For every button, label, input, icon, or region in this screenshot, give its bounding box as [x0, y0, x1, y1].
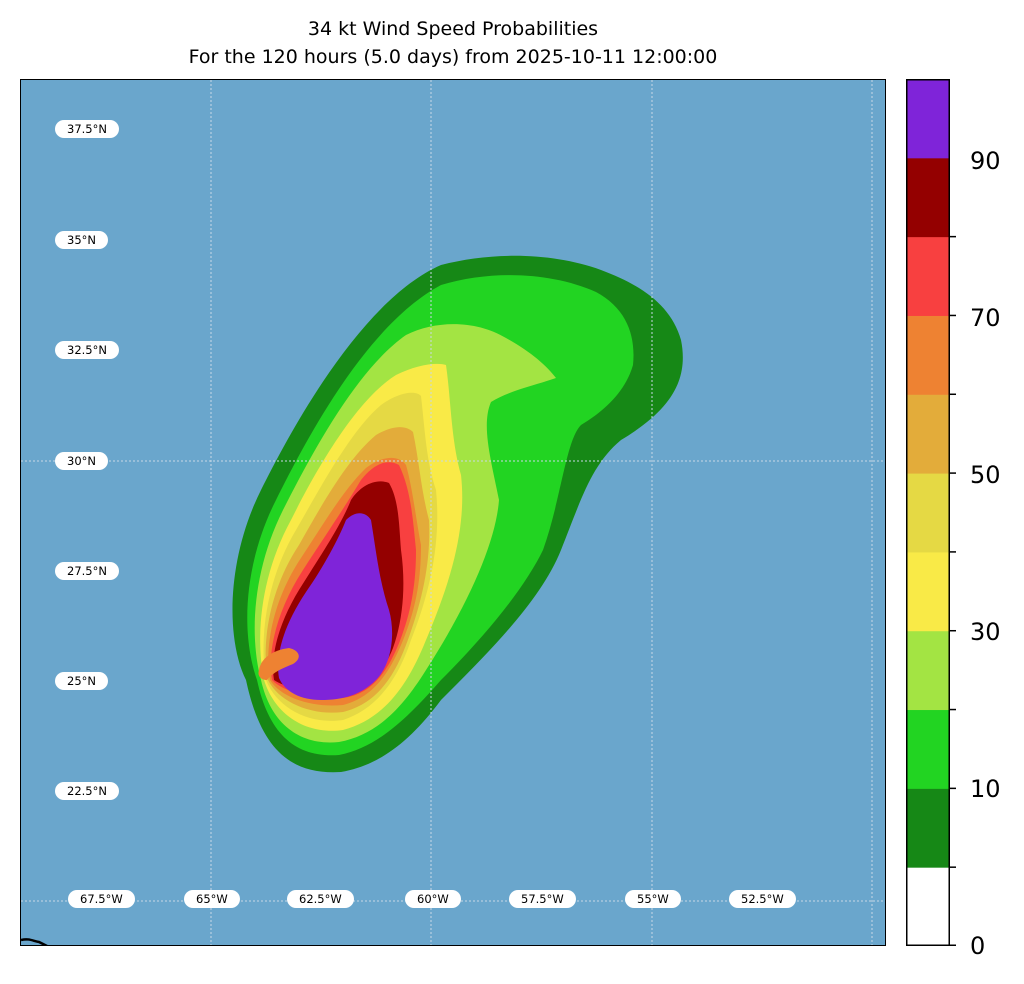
lon-label-60: 60°W: [411, 890, 455, 908]
colorbar-segment-80: [906, 236, 950, 316]
colorbar-canvas: [906, 79, 956, 946]
colorbar-segment-10: [906, 788, 950, 868]
colorbar-segment-70: [906, 315, 950, 395]
chart-title: 34 kt Wind Speed Probabilities: [307, 18, 599, 40]
lon-label-67-5: 67.5°W: [74, 890, 129, 908]
chart-subtitle: For the 120 hours (5.0 days) from 2025-1…: [188, 46, 718, 68]
lat-label-37-5: 37.5°N: [61, 120, 113, 138]
colorbar-tick-label-10: 10: [970, 775, 1001, 803]
colorbar-border: [906, 79, 950, 946]
colorbar: [906, 79, 956, 946]
colorbar-segment-60: [906, 394, 950, 474]
lat-label-25: 25°N: [61, 672, 102, 690]
lon-label-52-5: 52.5°W: [735, 890, 790, 908]
lon-label-57-5: 57.5°W: [515, 890, 570, 908]
lat-label-35: 35°N: [61, 231, 102, 249]
colorbar-segment-100: [906, 79, 950, 159]
prob-band-70-80-hook: [258, 648, 299, 680]
colorbar-segment-20: [906, 709, 950, 789]
lat-label-30: 30°N: [61, 452, 102, 470]
lat-label-32-5: 32.5°N: [61, 341, 113, 359]
lon-label-62-5: 62.5°W: [293, 890, 348, 908]
colorbar-tick-label-0: 0: [970, 932, 986, 960]
colorbar-segment-50: [906, 473, 950, 553]
map-panel: 37.5°N 35°N 32.5°N 30°N 27.5°N 25°N 22.5…: [20, 79, 886, 946]
lon-label-65: 65°W: [190, 890, 234, 908]
colorbar-segment-0: [906, 867, 950, 946]
prob-band-90-100: [278, 513, 393, 700]
colorbar-tick-label-90: 90: [970, 147, 1001, 175]
coast-fragment: [21, 938, 48, 945]
lat-label-22-5: 22.5°N: [61, 782, 113, 800]
colorbar-tick-label-30: 30: [970, 618, 1001, 646]
lat-label-27-5: 27.5°N: [61, 562, 113, 580]
colorbar-segment-90: [906, 157, 950, 238]
lon-label-55: 55°W: [631, 890, 675, 908]
colorbar-tick-label-50: 50: [970, 461, 1001, 489]
colorbar-tick-label-70: 70: [970, 304, 1001, 332]
colorbar-segment-40: [906, 551, 950, 632]
map-canvas: [21, 80, 885, 945]
colorbar-segment-30: [906, 630, 950, 711]
